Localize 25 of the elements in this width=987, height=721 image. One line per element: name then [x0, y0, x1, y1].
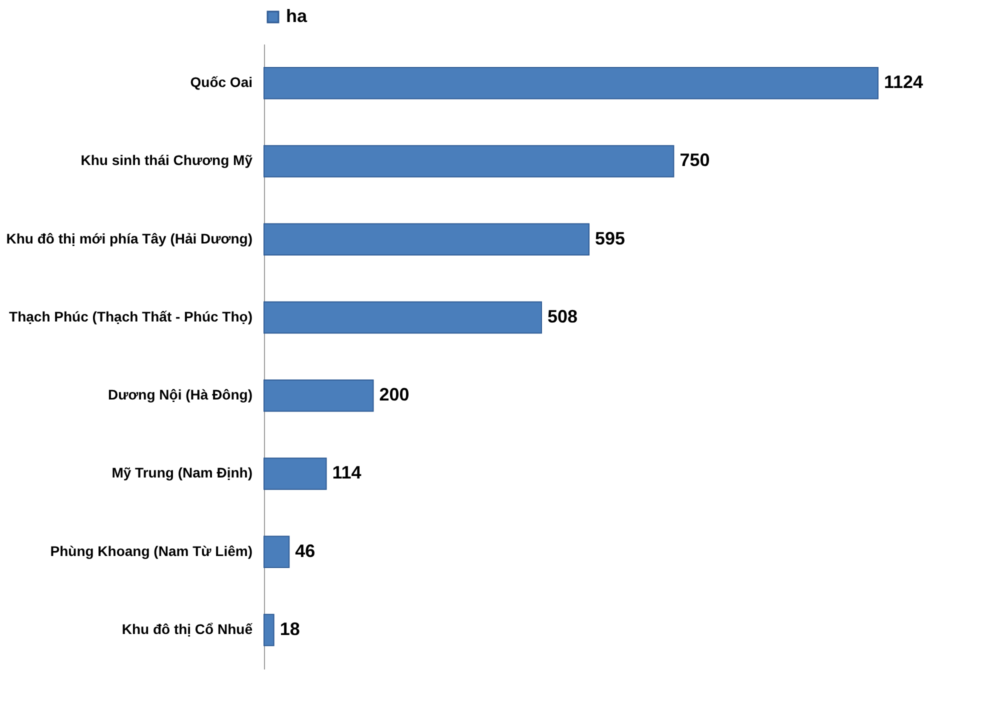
- y-tick-label: Khu đô thị Cổ Nhuế: [122, 620, 253, 637]
- data-label: 1124: [884, 72, 924, 92]
- bar: [264, 614, 274, 646]
- bar: [264, 66, 878, 100]
- y-tick-label: Khu đô thị mới phía Tây (Hải Dương): [6, 230, 252, 246]
- bar: [264, 379, 374, 412]
- y-tick-label: Quốc Oai: [190, 74, 252, 90]
- data-label: 18: [280, 618, 300, 639]
- data-label: 595: [595, 228, 626, 248]
- data-label: 508: [548, 306, 578, 326]
- bar: [264, 458, 327, 490]
- bar: [264, 536, 290, 568]
- data-label: 46: [295, 540, 316, 561]
- y-tick-label: Khu sinh thái Chương Mỹ: [80, 152, 253, 168]
- bar: [264, 145, 674, 178]
- y-tick-label: Dương Nội (Hà Đông): [108, 386, 252, 403]
- data-label: 200: [379, 384, 410, 405]
- legend-label: ha: [286, 6, 308, 26]
- y-tick-label: Mỹ Trung (Nam Định): [112, 464, 252, 481]
- data-label: 750: [680, 150, 710, 170]
- y-tick-label: Thạch Phúc (Thạch Thất - Phúc Thọ): [9, 308, 252, 324]
- y-tick-label: Phùng Khoang (Nam Từ Liêm): [50, 542, 252, 559]
- data-label: 114: [332, 462, 362, 483]
- bar: [264, 223, 590, 256]
- bar: [264, 301, 542, 334]
